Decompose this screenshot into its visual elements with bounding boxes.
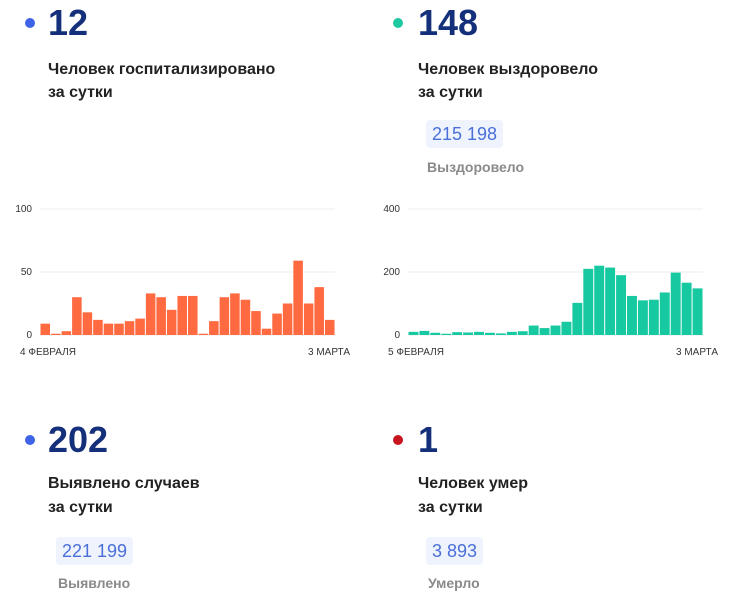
- deaths-label-1: Человек умер: [418, 475, 529, 492]
- deaths-total: 3 893: [426, 537, 484, 565]
- bar: [82, 312, 93, 335]
- x-end-label: 3 МАРТА: [308, 347, 350, 358]
- bar: [219, 297, 230, 335]
- bar: [550, 325, 561, 335]
- bar: [419, 330, 430, 335]
- bar: [452, 332, 463, 335]
- recovered-label-2: за сутки: [418, 84, 483, 101]
- bar: [583, 268, 594, 335]
- cases-total: 221 199: [56, 537, 134, 565]
- bar: [659, 292, 670, 335]
- cases-total-label: Выявлено: [58, 575, 131, 591]
- recovered-label-1: Человек выздоровело: [418, 61, 599, 78]
- y-tick-label: 200: [383, 267, 400, 278]
- bar: [314, 287, 324, 335]
- bar: [324, 319, 335, 335]
- deaths-label-2: за сутки: [418, 499, 483, 516]
- recovered-dot: [393, 18, 403, 28]
- bar: [670, 272, 681, 335]
- bar: [251, 311, 261, 335]
- bar: [441, 333, 452, 335]
- bar: [114, 323, 124, 335]
- bar: [93, 319, 103, 335]
- bar: [261, 328, 272, 335]
- deaths-dot: [393, 435, 403, 445]
- y-tick-label: 0: [394, 330, 400, 341]
- bar: [528, 325, 539, 335]
- bar: [145, 293, 156, 335]
- cases-value: 202: [48, 419, 109, 460]
- x-start-label: 5 ФЕВРАЛЯ: [388, 347, 444, 358]
- hospitalized-label-1: Человек госпитализировано: [48, 61, 276, 78]
- bar: [495, 333, 506, 335]
- deaths-value: 1: [418, 419, 439, 460]
- bar: [616, 275, 627, 335]
- bar: [293, 260, 303, 335]
- bar: [156, 297, 166, 335]
- cases-label-1: Выявлено случаев: [48, 475, 200, 492]
- y-tick-label: 0: [26, 330, 32, 341]
- bar: [209, 321, 219, 335]
- bar: [539, 328, 550, 335]
- bar: [692, 288, 703, 335]
- hospitalized-dot: [25, 18, 35, 28]
- bar: [61, 331, 72, 335]
- bar: [561, 321, 572, 335]
- recovered-total-label: Выздоровело: [427, 159, 525, 175]
- bar: [72, 297, 82, 335]
- bar: [474, 331, 484, 335]
- bar: [572, 302, 583, 335]
- bar: [637, 300, 648, 335]
- bar: [177, 295, 187, 335]
- bar: [648, 299, 659, 335]
- y-tick-label: 100: [15, 204, 32, 215]
- bar: [681, 282, 692, 335]
- bar: [408, 331, 419, 335]
- bar: [627, 295, 637, 335]
- y-tick-label: 400: [383, 204, 400, 215]
- bar: [506, 331, 517, 335]
- bar: [463, 332, 474, 335]
- bar: [135, 318, 145, 335]
- bar: [430, 332, 441, 335]
- bar: [282, 303, 293, 335]
- bar: [594, 265, 605, 335]
- bar: [166, 309, 177, 335]
- bar: [240, 299, 251, 335]
- bar: [230, 293, 240, 335]
- bar: [103, 323, 114, 335]
- bar: [484, 332, 495, 335]
- hospitalized-label-2: за сутки: [48, 84, 113, 101]
- bar: [517, 331, 528, 335]
- recovered-total: 215 198: [426, 120, 504, 148]
- deaths-total-label: Умерло: [428, 575, 480, 591]
- bar: [303, 303, 314, 335]
- hospitalized-value: 12: [48, 2, 89, 43]
- cases-dot: [25, 435, 35, 445]
- bar: [272, 313, 282, 335]
- y-tick-label: 50: [21, 267, 33, 278]
- x-end-label: 3 МАРТА: [676, 347, 718, 358]
- bar: [605, 267, 616, 335]
- x-start-label: 4 ФЕВРАЛЯ: [20, 347, 76, 358]
- bar: [40, 323, 51, 335]
- bar: [124, 321, 135, 335]
- cases-label-2: за сутки: [48, 499, 113, 516]
- bar: [188, 295, 198, 335]
- bar: [198, 333, 209, 335]
- recovered-value: 148: [418, 2, 479, 43]
- bar: [51, 333, 61, 335]
